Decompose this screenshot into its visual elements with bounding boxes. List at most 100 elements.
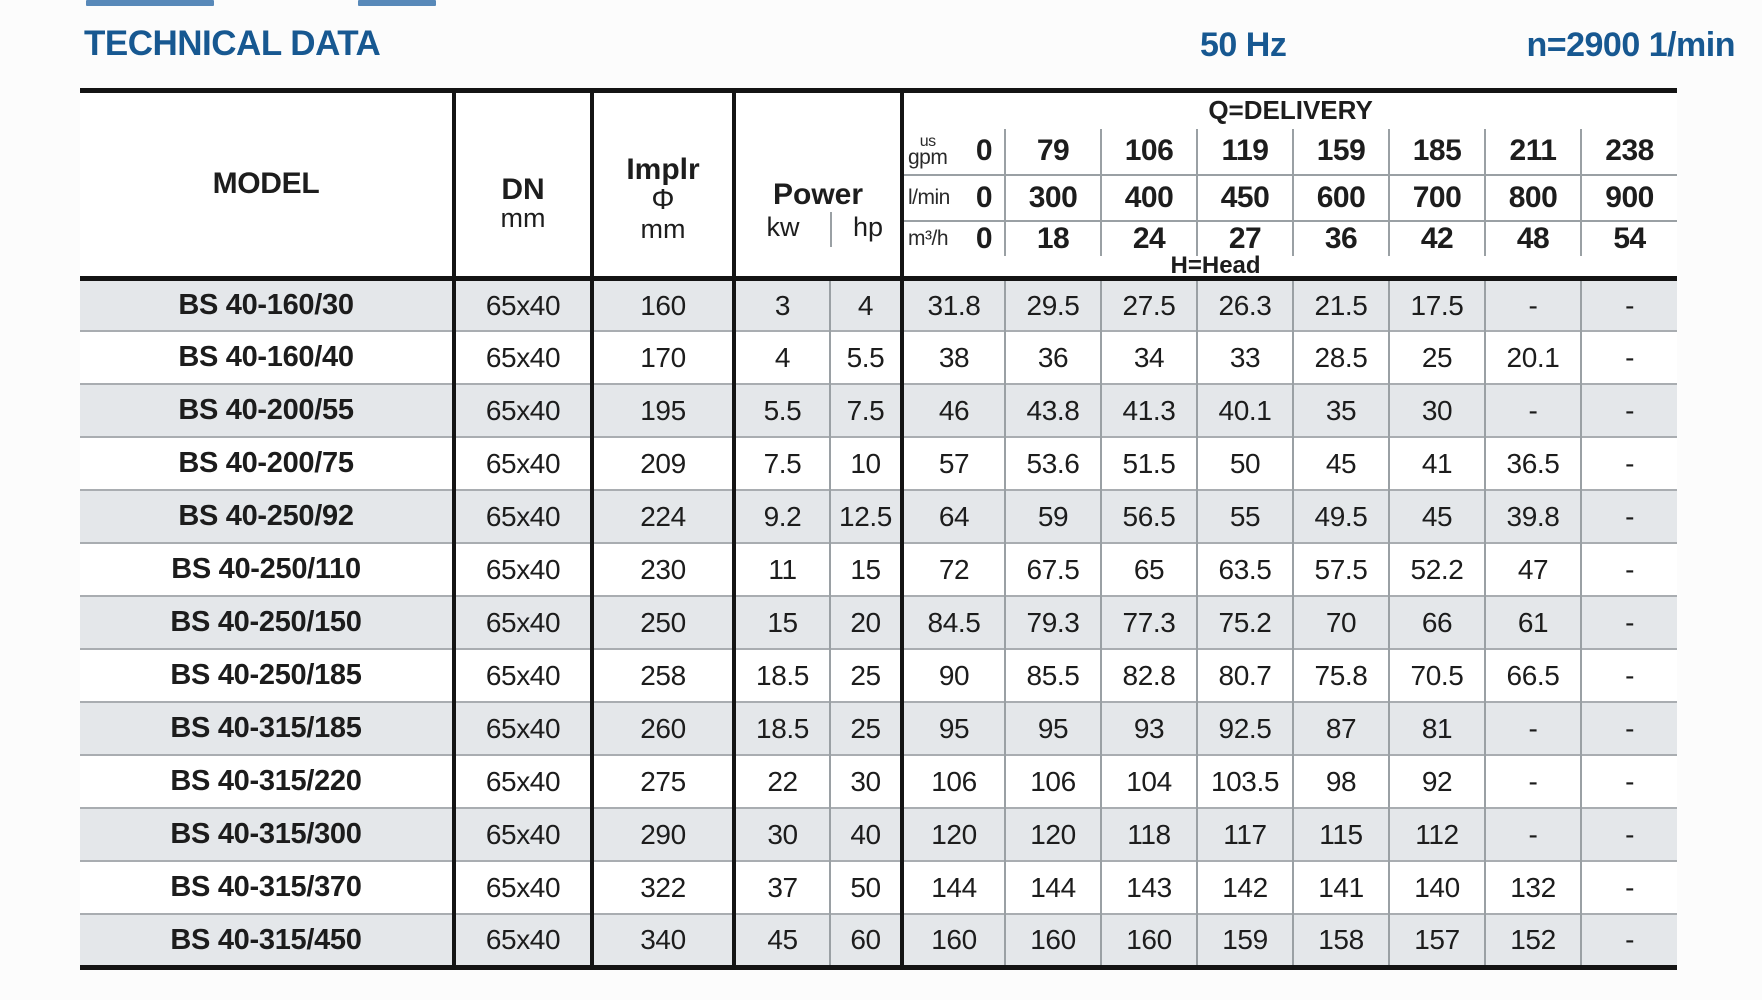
m3h-value: 54	[1579, 220, 1678, 256]
usgpm-value: 238	[1579, 128, 1678, 176]
head-value-cell: 36.5	[1484, 436, 1581, 491]
head-value-cell: 92.5	[1196, 701, 1293, 756]
hp-cell: 4	[830, 277, 904, 332]
head-value-cell: 92	[1388, 754, 1485, 809]
head-value-cell: 144	[1004, 860, 1101, 915]
table-row: BS 40-250/150 65x40 250 15 20 84.5 79.3 77.3 75.…	[80, 595, 1678, 650]
dn-cell: 65x40	[454, 754, 594, 809]
delivery-row-usgpm: us gpm 0 79 106 119 159 185 211 238	[80, 128, 1678, 176]
head-value-cell: 21.5	[1292, 277, 1389, 332]
m3h-value: 48	[1484, 220, 1581, 256]
table-row: BS 40-250/110 65x40 230 11 15 72 67.5 65 63.5 57.…	[80, 542, 1678, 597]
model-cell: BS 40-250/110	[80, 542, 456, 597]
head-value-cell: 103.5	[1196, 754, 1293, 809]
hp-cell: 30	[830, 754, 904, 809]
head-value-cell: 57.5	[1292, 542, 1389, 597]
head-value-cell: 117	[1196, 807, 1293, 862]
impeller-cell: 209	[592, 436, 736, 491]
head-value-cell: -	[1579, 860, 1678, 915]
dn-cell: 65x40	[454, 913, 594, 968]
delivery-row-lmin: l/min 0 300 400 450 600 700 800 900	[80, 174, 1678, 222]
head-value-cell: 59	[1004, 489, 1101, 544]
lmin-value: 450	[1196, 174, 1293, 222]
usgpm-zero-cell: us gpm 0	[902, 128, 1005, 176]
impeller-diameter-symbol: Φ	[651, 184, 675, 217]
lmin-value: 700	[1388, 174, 1485, 222]
head-value-cell: 106	[1004, 754, 1101, 809]
hp-cell: 60	[830, 913, 904, 968]
head-value-cell: 81	[1388, 701, 1485, 756]
hp-cell: 50	[830, 860, 904, 915]
head-value-cell: 57	[902, 436, 1005, 491]
hp-cell: 40	[830, 807, 904, 862]
col-header-model: MODEL	[80, 90, 456, 281]
head-value-cell: 17.5	[1388, 277, 1485, 332]
head-value-cell: 159	[1196, 913, 1293, 968]
head-value-cell: 67.5	[1004, 542, 1101, 597]
head-value-cell: 142	[1196, 860, 1293, 915]
head-value-cell: -	[1579, 913, 1678, 968]
kw-cell: 45	[734, 913, 831, 968]
head-value-cell: -	[1579, 436, 1678, 491]
kw-cell: 5.5	[734, 383, 831, 438]
head-value-cell: -	[1579, 542, 1678, 597]
head-value-cell: 28.5	[1292, 330, 1389, 385]
m3h-zero-cell: m³/h 0	[902, 220, 1005, 256]
head-value-cell: 70	[1292, 595, 1389, 650]
head-value-cell: 35	[1292, 383, 1389, 438]
impeller-cell: 250	[592, 595, 736, 650]
dn-cell: 65x40	[454, 489, 594, 544]
model-cell: BS 40-200/55	[80, 383, 456, 438]
head-value-cell: 87	[1292, 701, 1389, 756]
head-value-cell: -	[1579, 277, 1678, 332]
table-row: BS 40-160/40 65x40 170 4 5.5 38 36 34 33 28.5 25 20…	[80, 330, 1678, 385]
lmin-value: 800	[1484, 174, 1581, 222]
impeller-cell: 195	[592, 383, 736, 438]
table-row: BS 40-315/370 65x40 322 37 50 144 144 143 142 141…	[80, 860, 1678, 915]
table-row: BS 40-250/185 65x40 258 18.5 25 90 85.5 82.8 80.…	[80, 648, 1678, 703]
hp-cell: 15	[830, 542, 904, 597]
head-value-cell: 66	[1388, 595, 1485, 650]
hp-cell: 10	[830, 436, 904, 491]
model-cell: BS 40-315/300	[80, 807, 456, 862]
head-value-cell: 115	[1292, 807, 1389, 862]
head-value-cell: 50	[1196, 436, 1293, 491]
head-value-cell: 55	[1196, 489, 1293, 544]
head-value-cell: 95	[902, 701, 1005, 756]
lmin-value: 300	[1004, 174, 1101, 222]
usgpm-value: 159	[1292, 128, 1389, 176]
head-value-cell: 41	[1388, 436, 1485, 491]
dn-cell: 65x40	[454, 807, 594, 862]
head-value-cell: 31.8	[902, 277, 1005, 332]
head-value-cell: 26.3	[1196, 277, 1293, 332]
lmin-value: 400	[1100, 174, 1197, 222]
usgpm-value: 106	[1100, 128, 1197, 176]
cutoff-text-fragment	[358, 0, 436, 6]
kw-cell: 7.5	[734, 436, 831, 491]
delivery-header: Q=DELIVERY	[902, 90, 1678, 129]
impeller-cell: 230	[592, 542, 736, 597]
kw-cell: 15	[734, 595, 831, 650]
m3h-value: 36	[1292, 220, 1389, 256]
kw-cell: 18.5	[734, 648, 831, 703]
head-value-cell: 160	[1100, 913, 1197, 968]
col-header-power: Power kw hp	[734, 90, 904, 281]
table-row: BS 40-315/220 65x40 275 22 30 106 106 104 103.5 9…	[80, 754, 1678, 809]
head-value-cell: 77.3	[1100, 595, 1197, 650]
head-value-cell: 53.6	[1004, 436, 1101, 491]
head-value-cell: 157	[1388, 913, 1485, 968]
head-value-cell: -	[1579, 489, 1678, 544]
head-value-cell: -	[1579, 383, 1678, 438]
lmin-zero-cell: l/min 0	[902, 174, 1005, 222]
head-value-cell: 49.5	[1292, 489, 1389, 544]
lmin-value: 900	[1579, 174, 1678, 222]
head-value-cell: 93	[1100, 701, 1197, 756]
head-value-cell: 152	[1484, 913, 1581, 968]
table-row: BS 40-315/300 65x40 290 30 40 120 120 118 117 115…	[80, 807, 1678, 862]
hp-cell: 25	[830, 701, 904, 756]
m3h-value: 18	[1004, 220, 1101, 256]
dn-label: DN	[501, 172, 545, 206]
table-row: BS 40-200/55 65x40 195 5.5 7.5 46 43.8 41.3 40.1…	[80, 383, 1678, 438]
head-label: H=Head	[902, 253, 1678, 281]
head-value-cell: 158	[1292, 913, 1389, 968]
